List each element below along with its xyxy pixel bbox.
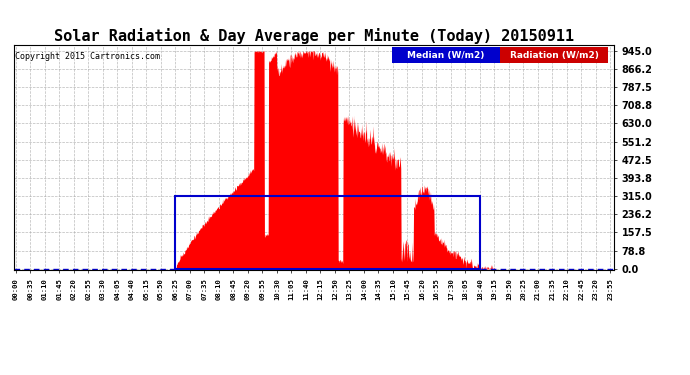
FancyBboxPatch shape <box>392 47 500 63</box>
Text: Radiation (W/m2): Radiation (W/m2) <box>510 51 598 60</box>
Text: Copyright 2015 Cartronics.com: Copyright 2015 Cartronics.com <box>15 52 160 61</box>
Bar <box>175 196 480 269</box>
FancyBboxPatch shape <box>500 47 608 63</box>
Title: Solar Radiation & Day Average per Minute (Today) 20150911: Solar Radiation & Day Average per Minute… <box>54 28 574 44</box>
Text: Median (W/m2): Median (W/m2) <box>407 51 484 60</box>
